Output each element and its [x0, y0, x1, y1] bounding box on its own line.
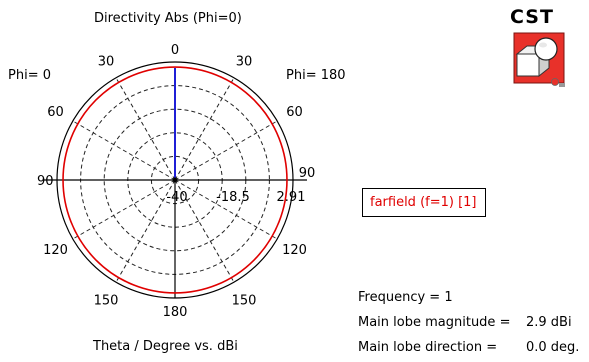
logo-text: CST: [510, 6, 554, 28]
grid-spoke: [115, 179, 176, 283]
angle-tick-label: 150: [232, 294, 257, 309]
angle-tick-label: 150: [94, 294, 119, 309]
center-point: [172, 177, 178, 183]
angle-tick-label: 120: [43, 243, 68, 258]
main-lobe-direction-value: 0.0 deg.: [526, 340, 580, 355]
main-lobe-magnitude-value: 2.9 dBi: [526, 315, 572, 330]
series-pattern: [62, 66, 288, 294]
cst-logo: CST: [505, 6, 577, 96]
angle-tick-label: 90: [299, 166, 316, 181]
frequency-text: Frequency = 1: [358, 290, 453, 305]
grid-spoke: [72, 120, 176, 181]
angle-tick-label: 30: [236, 54, 253, 69]
polar-plot: 0 30 60 90 120 150 180 150 120 90 60 30 -40 -18.5 2.91: [37, 43, 316, 320]
radial-tick-label: -40: [166, 190, 187, 205]
grid-spoke: [72, 179, 176, 240]
legend: farfield (f=1) [1]: [362, 188, 486, 217]
main-lobe-direction-label: Main lobe direction =: [358, 340, 498, 355]
chart-title: Directivity Abs (Phi=0): [94, 11, 242, 26]
grid-spoke: [174, 179, 278, 240]
x-axis-label: Theta / Degree vs. dBi: [93, 339, 238, 354]
angle-tick-label: 60: [286, 105, 303, 120]
angle-tick-label: 90: [37, 174, 54, 189]
phi-left-label: Phi= 0: [8, 68, 51, 83]
cst-logo-icon: [513, 32, 565, 87]
legend-entry: farfield (f=1) [1]: [370, 195, 477, 210]
radial-tick-label: 2.91: [277, 190, 306, 205]
grid-spoke: [174, 77, 235, 181]
angle-tick-label: 30: [98, 54, 115, 69]
outer-circle: [56, 61, 294, 299]
grid-spoke: [115, 77, 176, 181]
grid-spoke: [174, 179, 235, 283]
radial-tick-label: -18.5: [216, 190, 250, 205]
angle-tick-label: 0: [171, 43, 179, 58]
angle-tick-label: 180: [163, 305, 188, 320]
angle-tick-label: 60: [47, 105, 64, 120]
main-lobe-magnitude-label: Main lobe magnitude =: [358, 315, 511, 330]
grid-spoke: [174, 120, 278, 181]
angle-tick-label: 120: [282, 243, 307, 258]
phi-right-label: Phi= 180: [286, 68, 346, 83]
